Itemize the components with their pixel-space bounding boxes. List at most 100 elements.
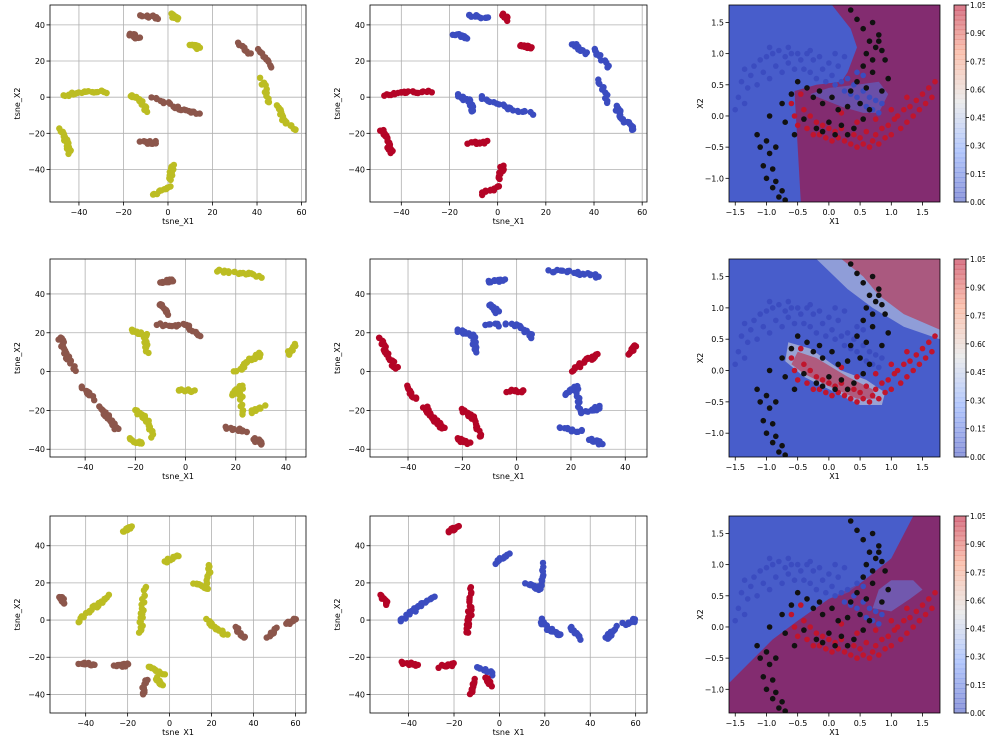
data-point [879,355,885,361]
data-point [863,596,870,602]
data-point [582,50,589,58]
data-point [788,561,795,568]
data-point [810,605,817,612]
data-point [819,100,826,107]
colorbar-tick-label: 0.00 [970,709,985,718]
data-point [872,608,879,615]
data-point [782,53,788,60]
data-point [894,367,901,374]
data-point [613,622,620,630]
colorbar-band [954,427,966,433]
data-point [273,624,280,631]
data-point [919,91,926,97]
data-point [863,305,870,311]
data-point [872,627,879,633]
data-point [829,605,835,612]
data-point [791,386,798,393]
data-point [776,194,782,200]
data-point [863,85,870,91]
colorbar-band [954,44,966,50]
data-point [801,116,807,122]
data-point [760,674,767,680]
data-point [879,100,885,107]
colorbar-tick-label: 1.05 [970,1,985,10]
data-point [807,367,813,374]
data-point [810,386,817,393]
y-axis-label: tsne_X2 [13,88,22,120]
data-point [860,63,866,69]
colorbar-tick-label: 0.75 [970,57,985,66]
data-point [841,599,848,605]
data-point [819,577,826,583]
data-point [431,593,438,600]
data-point [438,425,446,432]
x-axis-label: tsne_X1 [493,217,525,226]
colorbar-band [954,59,966,65]
data-point [412,394,420,401]
data-point [735,348,742,355]
data-point [766,150,773,157]
y-axis-label: tsne_X2 [13,342,22,374]
data-point [473,349,480,356]
data-point [794,561,801,568]
y-tick-label: 40 [35,542,45,551]
data-point [258,274,265,281]
colorbar-tick-label: 0.00 [970,453,985,462]
data-point [222,423,229,430]
data-point [766,44,773,51]
x-tick-label: 1.5 [916,719,929,728]
data-point [823,333,829,339]
data-point [236,396,244,403]
data-point [103,89,110,97]
y-axis-label: tsne_X2 [333,342,342,374]
data-point [785,44,792,51]
colorbar-tick-label: 1.05 [970,512,985,521]
data-point [888,106,895,113]
data-point [876,32,882,38]
axes-frame [369,258,648,458]
colorbar-frame [953,258,967,458]
data-point [879,611,885,618]
data-point [844,131,851,138]
data-point [826,374,832,380]
data-point [826,314,832,321]
data-point [477,14,485,22]
x-tick-label: 0.5 [854,208,867,217]
y-tick-label: 40 [35,290,45,299]
data-point [105,591,113,598]
data-point [754,82,760,88]
data-point [769,439,776,446]
data-point [819,122,826,129]
x-tick-label: −0.5 [788,463,807,472]
data-point [829,649,835,655]
data-point [810,131,817,138]
data-point [751,63,757,69]
data-point [243,428,250,436]
y-tick-label: 40 [355,542,365,551]
plot-area [50,5,306,202]
data-point [932,333,938,339]
y-tick-label: 0.0 [711,623,724,632]
x-tick-label: −1.0 [757,208,776,217]
data-point [785,298,792,305]
data-point [154,15,162,23]
data-point [798,602,804,608]
data-point [290,615,298,622]
colorbar-band [954,382,966,389]
colorbar-band [954,318,966,324]
data-point [863,339,870,346]
x-tick-label: 20 [566,463,576,472]
x-tick-label: 40 [589,208,599,217]
data-point [854,605,860,612]
y-tick-label: −20 [348,129,365,138]
colorbar-band [954,599,966,606]
colorbar-band [954,452,966,458]
colorbar-tick-label: 0.60 [970,85,985,94]
data-point [904,94,910,101]
data-point [769,305,776,311]
data-point [819,611,826,618]
data-point [901,361,907,368]
x-axis-label: tsne_X1 [162,472,194,481]
data-point [885,330,891,336]
data-point [741,355,748,361]
